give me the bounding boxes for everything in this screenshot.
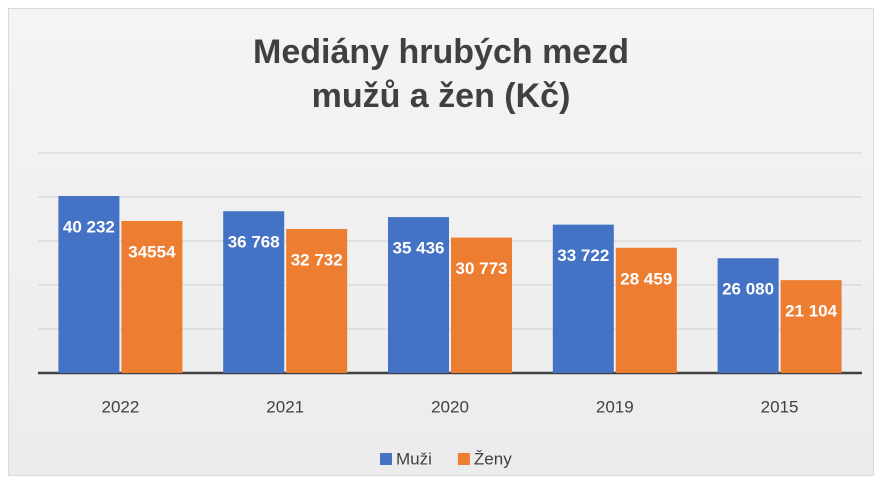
data-label: 34554 <box>128 242 176 261</box>
data-label: 36 768 <box>228 233 280 252</box>
bar <box>286 228 348 373</box>
bar <box>552 224 614 373</box>
x-tick-label: 2020 <box>431 397 469 416</box>
x-tick-label: 2019 <box>596 397 634 416</box>
x-tick-label: 2015 <box>761 397 799 416</box>
legend-label: Ženy <box>474 449 512 468</box>
legend-label: Muži <box>396 449 432 468</box>
data-label: 21 104 <box>785 302 838 321</box>
data-label: 28 459 <box>620 269 672 288</box>
data-label: 30 773 <box>456 259 508 278</box>
data-label: 33 722 <box>557 246 609 265</box>
bar <box>451 237 512 373</box>
chart-title: Mediány hrubých mezd mužů a žen (Kč) <box>253 33 629 115</box>
x-tick-label: 2022 <box>101 397 139 416</box>
data-label: 35 436 <box>393 239 445 258</box>
data-label: 26 080 <box>722 280 774 299</box>
bar <box>717 258 779 373</box>
bar <box>615 247 677 373</box>
bar <box>121 220 183 373</box>
bar <box>388 217 449 373</box>
data-label: 32 732 <box>291 250 343 269</box>
bar <box>780 280 842 373</box>
bar <box>223 211 285 373</box>
legend-swatch <box>457 453 470 465</box>
data-label: 40 232 <box>63 217 115 236</box>
x-tick-label: 2021 <box>266 397 304 416</box>
legend-swatch <box>380 453 392 465</box>
bar <box>58 195 120 373</box>
